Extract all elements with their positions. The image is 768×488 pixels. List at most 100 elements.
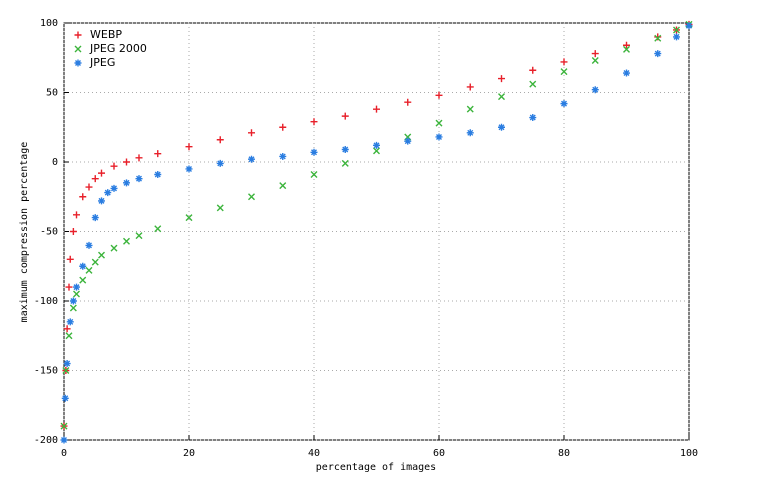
y-tick-label: 100 [40,18,58,29]
point [216,204,224,212]
point [498,93,505,101]
point [248,129,255,137]
point [341,159,349,167]
point [591,50,599,58]
y-tick-label: -200 [34,435,58,446]
point [110,162,118,170]
point [65,332,73,340]
point [529,114,537,122]
point [79,262,87,270]
y-tick-label: 50 [46,88,58,99]
point [79,276,87,284]
point [65,283,73,291]
point [435,91,443,99]
x-tick-label: 0 [61,448,67,459]
point [279,182,287,190]
point [591,86,599,94]
point [185,214,193,222]
point [185,143,193,151]
point [60,422,68,430]
point [529,80,537,88]
point [154,225,162,233]
legend-marker [74,45,82,53]
point [654,33,662,41]
point [73,290,80,298]
point [61,394,69,402]
point [591,57,599,65]
point [73,211,80,219]
point [63,325,71,333]
point [341,112,349,120]
x-tick-label: 100 [680,448,698,459]
point [435,133,443,141]
point [373,147,380,155]
point [91,175,99,183]
point [154,150,162,158]
legend-marker [74,59,82,67]
series [60,20,693,430]
x-axis-label: percentage of images [316,462,436,473]
point [248,193,255,201]
series [60,22,693,444]
legend-label: JPEG [89,56,115,69]
point [185,165,193,173]
point [60,436,68,444]
point [560,68,568,76]
point [69,297,77,305]
y-axis-label: maximum compression percentage [19,142,30,323]
point [135,154,143,162]
point [248,155,255,163]
point [279,123,287,131]
point [123,237,130,245]
point [466,129,474,137]
point [310,118,318,126]
point [404,137,412,145]
x-tick-label: 80 [558,448,570,459]
point [498,123,505,131]
legend-label: WEBP [90,28,122,41]
point [623,69,630,77]
point [404,98,412,106]
point [98,251,105,259]
series [60,20,693,430]
point [279,152,287,160]
point [123,179,130,187]
point [98,169,105,177]
point [435,119,443,127]
point [135,175,143,183]
point [560,100,568,108]
point [466,83,474,91]
point [66,255,74,263]
point [73,283,80,291]
x-tick-label: 40 [308,448,320,459]
y-tick-label: -100 [34,296,58,307]
point [69,228,77,235]
point [79,193,87,201]
legend-marker [74,31,82,39]
point [673,33,680,41]
point [341,145,349,153]
point [373,141,380,149]
point [373,105,380,113]
x-tick-label: 60 [433,448,445,459]
x-tick-label: 20 [183,448,195,459]
point [63,360,71,368]
point [154,171,162,179]
y-tick-label: -150 [34,366,58,377]
point [135,232,143,240]
y-tick-label: -50 [40,227,58,238]
point [654,50,662,58]
point [654,34,662,42]
legend-label: JPEG 2000 [89,42,147,55]
y-tick-label: 0 [52,157,58,168]
point [91,258,99,266]
point [110,184,118,192]
point [529,66,537,74]
point [69,304,77,312]
point [123,158,130,166]
point [62,367,70,374]
point [66,318,74,326]
point [623,45,630,53]
point [466,105,474,113]
